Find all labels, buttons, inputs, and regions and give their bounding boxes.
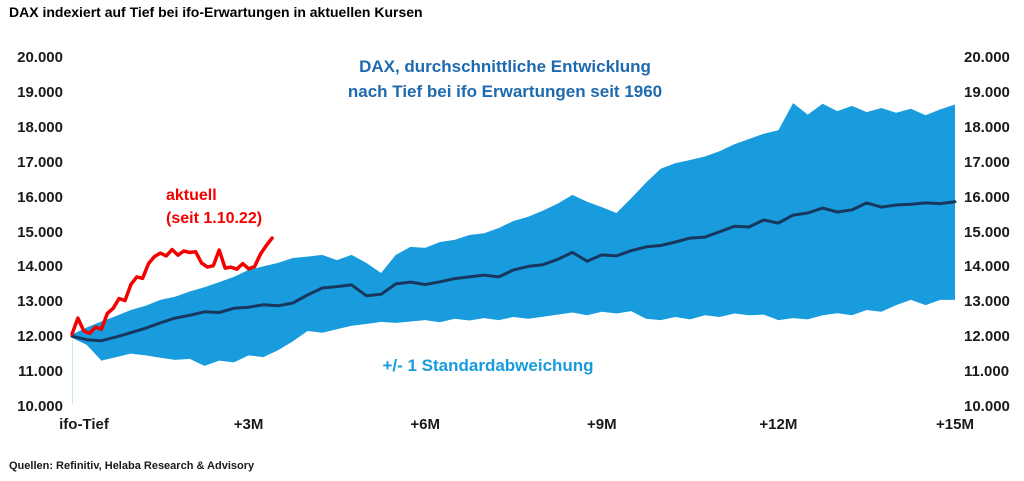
x-tick-label: +9M xyxy=(586,416,617,433)
y-tick-label-left: 17.000 xyxy=(17,153,63,171)
y-tick-label-left: 10.000 xyxy=(17,398,63,415)
y-tick-label-left: 19.000 xyxy=(17,83,63,101)
x-tick-label: +6M xyxy=(410,416,440,433)
y-tick-label-left: 13.000 xyxy=(17,293,63,311)
y-tick-label-left: 11.000 xyxy=(17,363,63,381)
current-line-annotation: aktuell (seit 1.10.22) xyxy=(166,184,262,230)
y-tick-label-left: 20.000 xyxy=(17,49,63,66)
y-tick-label-right: 11.000 xyxy=(964,363,1010,381)
y-tick-label-right: 20.000 xyxy=(964,49,1010,66)
y-tick-label-right: 16.000 xyxy=(964,188,1010,206)
mean-development-line xyxy=(70,200,957,343)
y-tick-label-left: 14.000 xyxy=(17,258,63,276)
y-tick-label-left: 16.000 xyxy=(17,188,63,206)
y-tick-label-right: 15.000 xyxy=(964,223,1010,241)
current-development-line xyxy=(70,236,274,336)
std-deviation-band-area xyxy=(72,103,955,366)
mean-line-annotation-line2: nach Tief bei ifo Erwartungen seit 1960 xyxy=(347,82,663,101)
current-line-annotation-line1: aktuell xyxy=(166,187,217,204)
std-deviation-band-annotation: +/- 1 Standardabweichung xyxy=(382,356,594,375)
x-tick-label: +15M xyxy=(936,416,974,433)
y-tick-label-right: 18.000 xyxy=(964,118,1010,136)
x-tick-label: ifo-Tief xyxy=(59,416,109,433)
y-tick-label-right: 13.000 xyxy=(964,293,1010,311)
y-tick-label-right: 10.000 xyxy=(964,398,1010,415)
y-tick-label-left: 15.000 xyxy=(17,223,63,241)
y-tick-label-right: 17.000 xyxy=(964,153,1010,171)
y-tick-label-left: 12.000 xyxy=(17,328,63,346)
y-tick-label-left: 18.000 xyxy=(17,118,63,136)
mean-line-annotation-line1: DAX, durchschnittliche Entwicklung xyxy=(359,57,651,76)
mean-line-annotation: DAX, durchschnittliche Entwicklung nach … xyxy=(348,54,662,104)
y-tick-label-right: 12.000 xyxy=(964,328,1010,346)
y-tick-label-right: 14.000 xyxy=(964,258,1010,276)
x-tick-label: +12M xyxy=(759,416,798,433)
source-note: Quellen: Refinitiv, Helaba Research & Ad… xyxy=(9,460,255,472)
x-tick-label: +3M xyxy=(233,416,264,433)
y-tick-label-right: 19.000 xyxy=(964,83,1010,101)
current-line-annotation-line2: (seit 1.10.22) xyxy=(166,210,263,227)
chart-title: DAX indexiert auf Tief bei ifo-Erwartung… xyxy=(9,4,423,20)
